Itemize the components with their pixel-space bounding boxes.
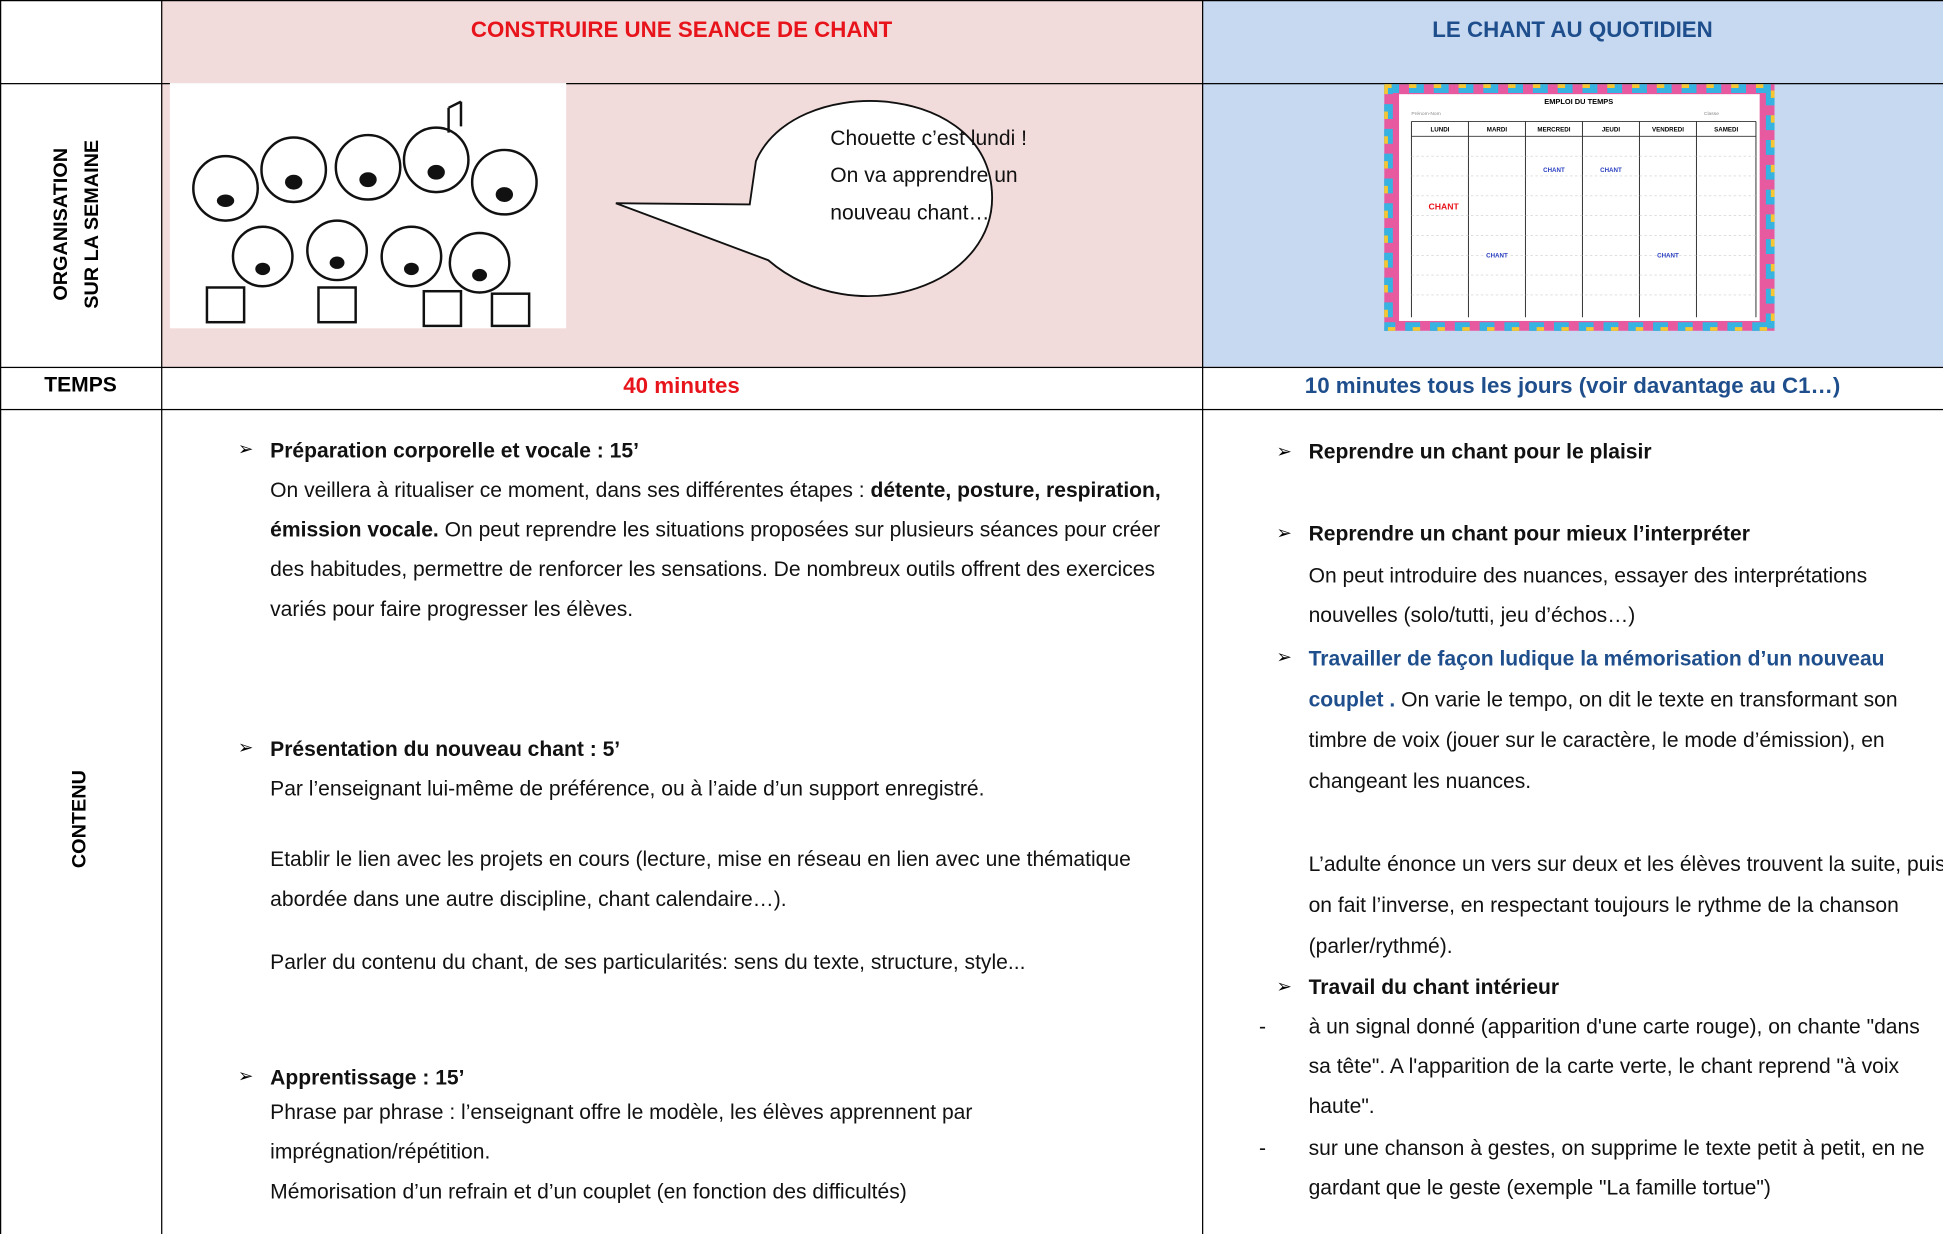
bullet: ➢: [237, 1065, 254, 1087]
bullet: ➢: [237, 438, 254, 460]
section-heading: Apprentissage : 15’: [270, 1065, 465, 1090]
dash: -: [1259, 1136, 1267, 1160]
bullet: ➢: [1276, 522, 1292, 545]
paragraph: L’adulte énonce un vers sur deux et les …: [1308, 852, 1943, 958]
timetable-mark: CHANT: [1486, 253, 1508, 260]
bullet: ➢: [237, 737, 254, 759]
timetable-day: JEUDI: [1602, 126, 1621, 133]
row-label: ORGANISATION: [50, 147, 72, 301]
paragraph: Travailler de façon ludique la mémorisat…: [1309, 638, 1943, 802]
timetable-day: MARDI: [1487, 126, 1508, 133]
section-heading: Travail du chant intérieur: [1308, 975, 1560, 999]
header-bg: [1202, 0, 1943, 84]
paragraph: Etablir le lien avec les projets en cour…: [270, 847, 1131, 911]
bullet: ➢: [1276, 976, 1292, 998]
dash: -: [1259, 1014, 1267, 1039]
border: [0, 366, 1943, 369]
timetable-mark: CHANT: [1600, 167, 1622, 174]
timetable-mark: CHANT: [1543, 167, 1565, 174]
border: [161, 0, 163, 1234]
row-label: TEMPS: [44, 372, 117, 397]
speech-bubble: [615, 100, 993, 297]
section-heading: Reprendre un chant pour le plaisir: [1308, 439, 1652, 464]
text-run: On peut reprendre les situations proposé…: [270, 517, 1161, 621]
border: [0, 408, 1943, 411]
bubble-line: nouveau chant…: [830, 200, 990, 225]
text-run: On varie le tempo, on dit le texte en tr…: [1308, 687, 1898, 794]
temps-value: 40 minutes: [623, 372, 740, 398]
section-heading: Travailler de façon ludique la mémorisat…: [1308, 646, 1885, 712]
text-run: détente, posture, respiration, émission …: [270, 478, 1161, 542]
border: [0, 0, 1943, 2]
bullet: ➢: [1276, 646, 1292, 668]
header-title: CONSTRUIRE UNE SEANCE DE CHANT: [470, 17, 893, 43]
paragraph: Par l’enseignant lui-même de préférence,…: [270, 776, 985, 801]
border: [0, 83, 1943, 85]
timetable-mark: CHANT: [1429, 201, 1460, 211]
header-title: LE CHANT AU QUOTIDIEN: [1432, 17, 1713, 43]
row-label: CONTENU: [69, 770, 91, 869]
timetable-day: VENDREDI: [1652, 126, 1684, 133]
text-run: On veillera à ritualiser ce moment, dans…: [270, 478, 871, 502]
section-heading: Reprendre un chant pour mieux l’interpré…: [1308, 521, 1750, 546]
row-label: SUR LA SEMAINE: [81, 139, 103, 309]
timetable-class: Classe: [1704, 111, 1719, 117]
temps-value: 10 minutes tous les jours (voir davantag…: [1304, 372, 1841, 398]
list-item: sur une chanson à gestes, on supprime le…: [1308, 1136, 1925, 1200]
bubble-line: On va apprendre un: [830, 163, 1018, 188]
bubble-text: Chouette c’est lundi ! On va apprendre u…: [830, 120, 1027, 232]
paragraph: Parler du contenu du chant, de ses parti…: [270, 950, 1026, 975]
border: [0, 0, 2, 1234]
timetable-mark: CHANT: [1657, 253, 1679, 260]
bullet: ➢: [1276, 441, 1292, 463]
bubble-line: Chouette c’est lundi !: [830, 126, 1028, 150]
header-bg: [161, 0, 1203, 84]
paragraph: Phrase par phrase : l’enseignant offre l…: [270, 1100, 973, 1164]
singers-illustration: [169, 83, 567, 329]
timetable-image: EMPLOI DU TEMPS Prénom-Nom Classe LUNDI …: [1384, 84, 1775, 331]
timetable-day: MERCREDI: [1537, 126, 1570, 133]
list-item: à un signal donné (apparition d'une cart…: [1308, 1014, 1920, 1118]
timetable-name: Prénom-Nom: [1411, 111, 1440, 117]
paragraph: On peut introduire des nuances, essayer …: [1308, 563, 1868, 628]
section-heading: Préparation corporelle et vocale : 15’: [270, 438, 639, 463]
border: [1202, 0, 1204, 1234]
paragraph: Mémorisation d’un refrain et d’un couple…: [270, 1179, 907, 1204]
paragraph: On veillera à ritualiser ce moment, dans…: [270, 471, 1193, 630]
timetable-title: EMPLOI DU TEMPS: [1544, 97, 1613, 106]
timetable-day: SAMEDI: [1714, 126, 1738, 133]
timetable-day: LUNDI: [1430, 126, 1449, 133]
section-heading: Présentation du nouveau chant : 5’: [270, 737, 621, 761]
